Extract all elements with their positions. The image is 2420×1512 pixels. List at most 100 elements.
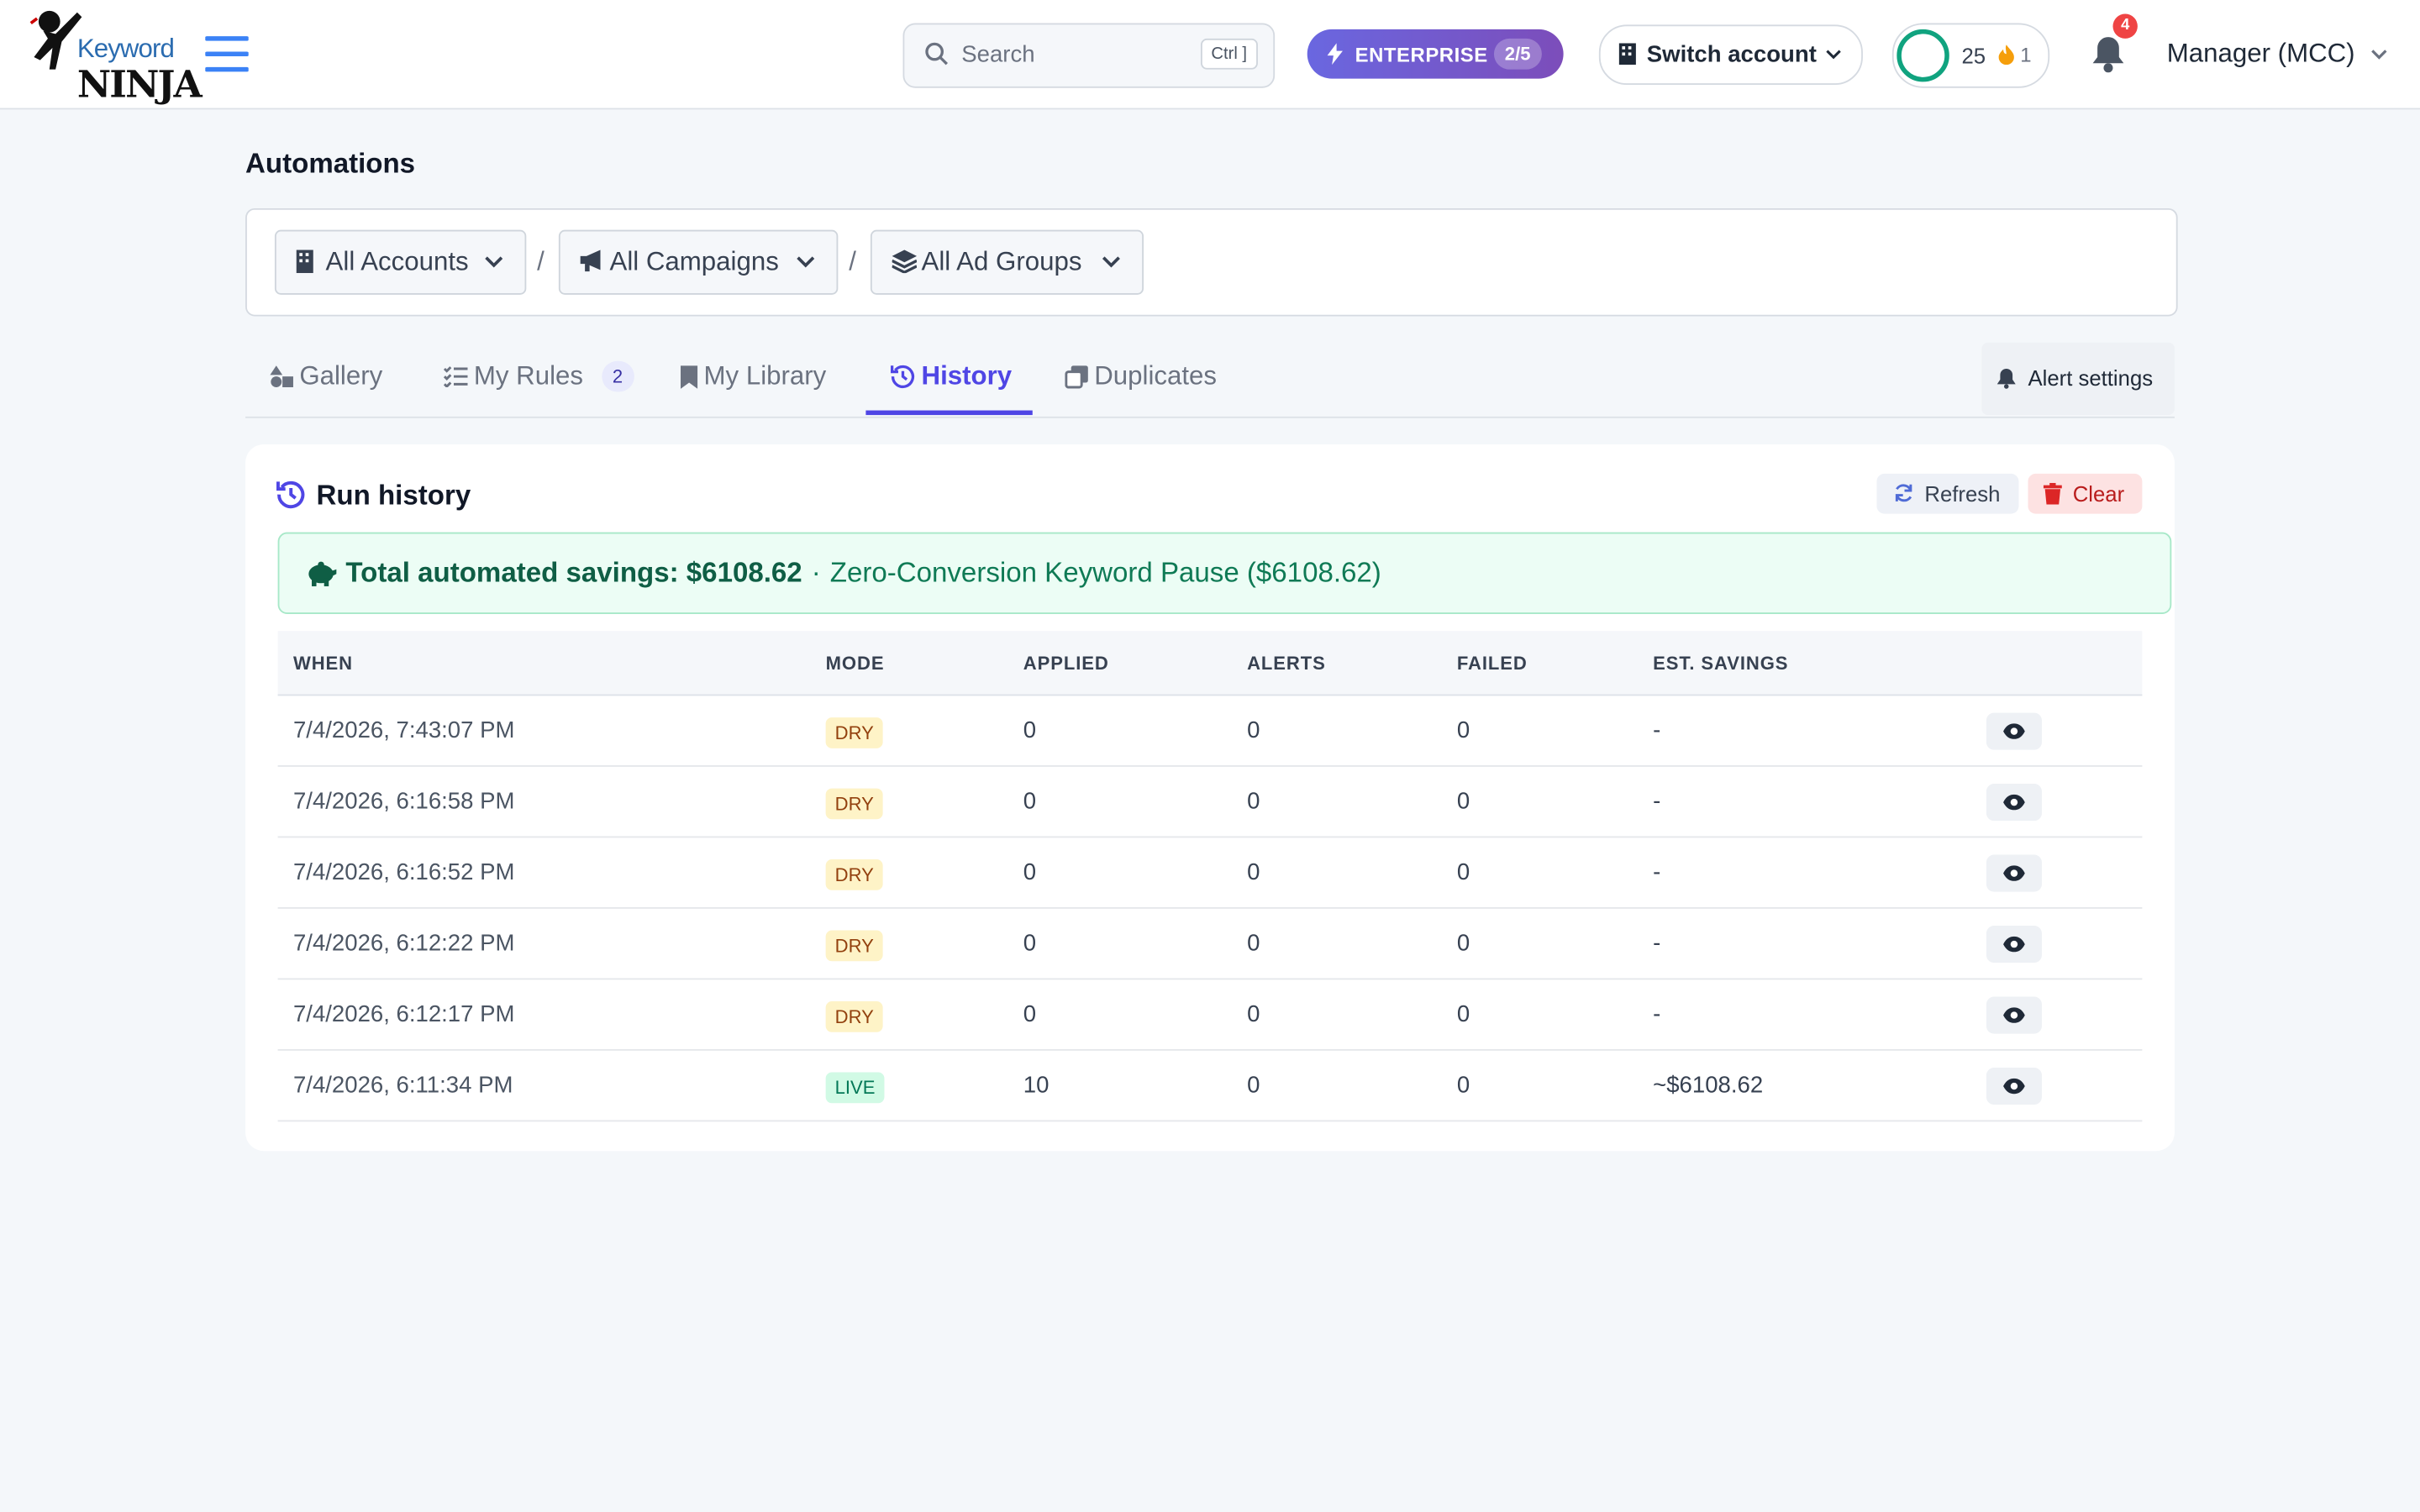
icon-svg — [205, 36, 249, 72]
table-cell: 0 — [1247, 1072, 1260, 1099]
table-cell: 0 — [1456, 859, 1470, 886]
view-button[interactable] — [1986, 926, 2042, 963]
mode-badge: DRY — [825, 859, 883, 890]
switch-account[interactable]: Switch account — [1598, 24, 1863, 86]
column-header: FAILED — [1456, 652, 1528, 675]
table-cell: - — [1653, 1001, 1661, 1028]
table-cell: 0 — [1456, 788, 1470, 815]
table-row: 7/4/2026, 6:12:22 PM DRY 0 0 0 - — [277, 909, 2143, 980]
table-cell: 0 — [1456, 1072, 1470, 1099]
mode-badge: DRY — [825, 788, 883, 820]
table-cell: - — [1653, 859, 1661, 886]
top-bar: Keyword NINJA Search Ctrl ] ENTERPRISE 2/5 Swi… — [0, 0, 2420, 110]
table-cell: 0 — [1456, 717, 1470, 744]
view-button[interactable] — [1986, 784, 2042, 822]
view-button[interactable] — [1986, 712, 2042, 750]
tab-label: Gallery — [299, 360, 383, 391]
view-button[interactable] — [1986, 996, 2042, 1034]
icon-svg — [1826, 50, 1841, 60]
icon — [580, 249, 605, 272]
icon-svg — [29, 10, 82, 70]
tab-bar: Gallery My Rules 2 My Library History Duplica… — [245, 342, 2175, 418]
icon — [306, 560, 337, 586]
icon — [924, 42, 949, 66]
table-row: 7/4/2026, 6:12:17 PM DRY 0 0 0 - — [277, 979, 2143, 1051]
table-cell: 7/4/2026, 6:16:52 PM — [292, 859, 515, 886]
alert-settings[interactable]: Alert settings — [1981, 342, 2175, 416]
icon-svg — [580, 249, 601, 272]
refresh-label: Refresh — [1924, 481, 2001, 507]
icon — [892, 249, 918, 274]
user-menu[interactable]: Manager (MCC) — [2167, 39, 2387, 70]
logo[interactable]: Keyword NINJA — [28, 6, 203, 107]
clear-button[interactable]: Clear — [2028, 473, 2143, 514]
active-indicator — [865, 410, 1033, 416]
table-cell: 7/4/2026, 6:12:22 PM — [292, 930, 515, 957]
icon-svg — [1996, 368, 2016, 389]
view-button[interactable] — [1986, 1068, 2042, 1105]
filter-label: All Accounts — [325, 246, 469, 276]
tab-label: My Library — [703, 360, 827, 391]
table-row: 7/4/2026, 6:11:34 PM LIVE 10 0 0 ~$6108.62 — [277, 1051, 2143, 1122]
icon — [28, 6, 89, 83]
icon-svg — [2003, 794, 2025, 811]
view-button[interactable] — [1986, 854, 2042, 892]
history-table: WHEN MODE APPLIED ALERTS FAILED EST. SAVINGS 7… — [277, 631, 2143, 1122]
column-header: EST. SAVINGS — [1653, 652, 1789, 675]
table-cell: - — [1653, 930, 1661, 957]
table-cell: - — [1653, 717, 1661, 744]
column-header: ALERTS — [1247, 652, 1326, 675]
table-cell: 7/4/2026, 7:43:07 PM — [292, 717, 515, 744]
notifications[interactable]: 4 — [2091, 13, 2153, 76]
table-cell: 0 — [1247, 1001, 1260, 1028]
tab-label: My Rules — [473, 360, 584, 391]
tab[interactable]: My Library — [680, 360, 827, 392]
credits-pill[interactable]: 25 1 — [1891, 23, 2050, 88]
tab[interactable]: Duplicates — [1065, 361, 1217, 392]
column-header: APPLIED — [1023, 652, 1109, 675]
column-header: WHEN — [292, 652, 354, 675]
table-cell: 7/4/2026, 6:11:34 PM — [292, 1072, 513, 1099]
icon — [485, 256, 503, 269]
table-cell: 7/4/2026, 6:16:58 PM — [292, 788, 515, 815]
icon — [270, 365, 293, 388]
refresh-button[interactable]: Refresh — [1876, 473, 2019, 514]
progress-ring — [1897, 29, 1949, 82]
icon-svg — [2003, 723, 2025, 739]
table-cell: 0 — [1023, 717, 1037, 744]
table-cell: ~$6108.62 — [1653, 1072, 1764, 1099]
icon — [1998, 45, 2014, 66]
table-cell: 7/4/2026, 6:12:17 PM — [292, 1001, 515, 1028]
savings-banner: Total automated savings: $6108.62 · Zero-C… — [277, 532, 2172, 615]
savings-detail: Zero-Conversion Keyword Pause ($6108.62) — [829, 557, 1381, 588]
search-box[interactable]: Search Ctrl ] — [902, 23, 1276, 88]
plan-name: ENTERPRISE — [1355, 43, 1488, 66]
table-row: 7/4/2026, 7:43:07 PM DRY 0 0 0 - — [277, 696, 2143, 767]
filter-label: All Ad Groups — [921, 246, 1082, 276]
table-cell: 0 — [1456, 1001, 1470, 1028]
notification-count: 4 — [2112, 13, 2138, 39]
filter-dropdown[interactable]: All Accounts — [274, 229, 527, 295]
clear-label: Clear — [2072, 481, 2125, 507]
mode-badge: DRY — [825, 1001, 883, 1032]
table-cell: 0 — [1247, 859, 1260, 886]
tab[interactable]: My Rules 2 — [443, 360, 634, 392]
icon — [2002, 722, 2026, 741]
icon-svg — [2043, 482, 2062, 505]
icon — [276, 480, 306, 509]
icon-svg — [1998, 45, 2014, 66]
icon — [2091, 35, 2125, 73]
tab[interactable]: Gallery — [270, 361, 382, 392]
plan-badge[interactable]: ENTERPRISE 2/5 — [1307, 29, 1564, 79]
icon — [1826, 50, 1841, 60]
tab[interactable]: History — [890, 361, 1012, 392]
table-cell: 0 — [1247, 930, 1260, 957]
tab-label: Duplicates — [1094, 360, 1218, 391]
filter-dropdown[interactable]: All Ad Groups — [870, 229, 1144, 295]
icon — [680, 365, 698, 388]
filter-dropdown[interactable]: All Campaigns — [558, 229, 839, 295]
icon-svg — [2003, 865, 2025, 881]
streak: 1 — [2020, 43, 2032, 66]
table-header: WHEN MODE APPLIED ALERTS FAILED EST. SAVINGS — [277, 631, 2143, 696]
